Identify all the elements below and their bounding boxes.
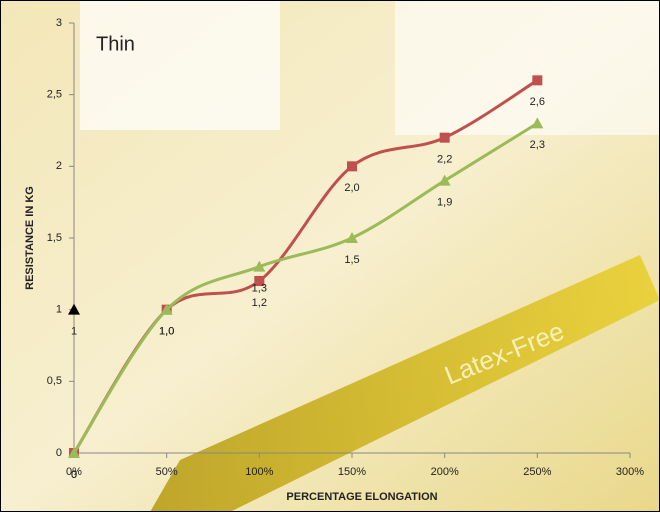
- data-label: 0: [71, 469, 77, 481]
- data-label: 1,0: [159, 326, 174, 338]
- y-tick-label: 2: [56, 160, 62, 172]
- x-axis-title: PERCENTAGE ELONGATION: [286, 491, 437, 503]
- y-tick-label: 2,5: [47, 89, 62, 101]
- data-label: 1,9: [437, 197, 452, 209]
- data-label: 1,0: [159, 326, 174, 338]
- x-tick-label: 50%: [156, 466, 178, 478]
- y-axis-title: RESISTANCE IN KG: [24, 186, 36, 290]
- chart-title: Thin: [96, 33, 135, 55]
- x-tick-label: 200%: [431, 466, 459, 478]
- decor-band: [150, 255, 660, 512]
- marker: [346, 232, 358, 243]
- y-tick-label: 0: [56, 447, 62, 459]
- x-tick-label: 0%: [66, 466, 82, 478]
- y-tick-label: 3: [56, 17, 62, 29]
- marker: [160, 303, 173, 315]
- x-tick-label: 100%: [245, 466, 273, 478]
- data-label: 1: [71, 326, 77, 338]
- data-label: 1,3: [252, 283, 267, 295]
- y-tick-label: 1: [56, 304, 62, 316]
- marker: [254, 276, 265, 286]
- marker: [68, 303, 80, 315]
- marker: [68, 447, 80, 458]
- data-label: 1,5: [344, 254, 359, 266]
- x-tick-label: 250%: [523, 466, 551, 478]
- data-label: 2,2: [437, 154, 452, 166]
- background-panel: [395, 0, 660, 135]
- marker: [439, 132, 450, 143]
- series-line: [72, 122, 539, 454]
- marker: [347, 161, 357, 172]
- data-label: 2,0: [344, 182, 359, 194]
- data-label: 2,3: [530, 139, 545, 151]
- marker: [532, 75, 543, 86]
- y-tick-label: 1,5: [47, 232, 62, 244]
- marker: [253, 260, 266, 272]
- data-label: 1,2: [252, 297, 267, 309]
- background-panel: [80, 0, 280, 130]
- marker: [438, 174, 451, 186]
- x-tick-label: 300%: [616, 466, 644, 478]
- data-label: 0: [71, 469, 77, 481]
- x-tick-label: 150%: [338, 466, 366, 478]
- data-label: 2,6: [530, 96, 545, 108]
- y-tick-label: 0,5: [47, 375, 62, 387]
- marker: [531, 117, 544, 129]
